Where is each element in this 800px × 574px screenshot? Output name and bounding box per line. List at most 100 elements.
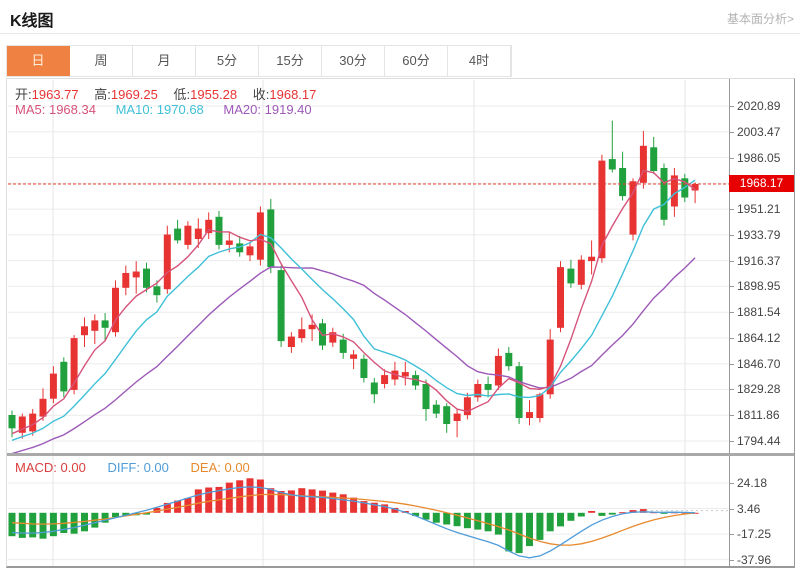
macd-bar (526, 512, 533, 547)
diff-line (11, 486, 696, 559)
tab-5分[interactable]: 5分 (196, 46, 259, 76)
tab-4时[interactable]: 4时 (448, 46, 511, 76)
candle (18, 416, 26, 433)
candle (381, 375, 389, 384)
candle (184, 225, 192, 245)
price-tick-label: 2003.47 (730, 125, 794, 139)
candle (608, 159, 616, 170)
macd-tick-label: 3.46 (730, 502, 794, 516)
tab-日[interactable]: 日 (7, 46, 70, 76)
macd-bar (70, 512, 78, 534)
panel-divider (7, 453, 794, 456)
macd-bar (494, 512, 502, 535)
candle (132, 271, 140, 278)
tab-30分[interactable]: 30分 (322, 46, 385, 76)
current-price-badge: 1968.17 (729, 175, 794, 192)
ma-info-row: MA5: 1968.34 MA10: 1970.68 MA20: 1919.40 (15, 102, 328, 117)
candle (474, 384, 482, 398)
candle (339, 339, 347, 353)
candle (453, 413, 461, 421)
macd-histogram (8, 478, 699, 554)
tab-60分[interactable]: 60分 (385, 46, 448, 76)
candle (101, 320, 109, 328)
candle (329, 332, 337, 343)
macd-info-row: MACD: 0.00 DIFF: 0.00 DEA: 0.00 (15, 460, 268, 475)
candle (619, 168, 627, 197)
macd-bar (660, 512, 668, 514)
candle (577, 259, 585, 285)
main-candlestick-chart[interactable] (8, 80, 729, 453)
fundamental-analysis-link[interactable]: 基本面分析> (726, 12, 794, 26)
candle (526, 412, 533, 418)
candle (81, 326, 88, 336)
macd-bar (194, 489, 202, 513)
macd-bar (619, 512, 627, 514)
price-tick-label: 1794.44 (730, 434, 794, 448)
candle (246, 246, 254, 256)
candle (443, 406, 451, 424)
macd-chart[interactable] (8, 456, 729, 566)
period-tabs: 日周月 5分 15分 30分 60分 4时 (6, 45, 512, 77)
macd-bar (18, 512, 26, 538)
ma5-label: MA5: (15, 102, 46, 117)
candle (205, 219, 213, 234)
tab-周[interactable]: 周 (70, 46, 133, 76)
candle (112, 287, 119, 333)
candle (308, 324, 316, 330)
macd-bar (536, 512, 544, 540)
candle (91, 320, 99, 331)
candle-wick (135, 261, 137, 294)
tab-月[interactable]: 月 (133, 46, 196, 76)
candle (360, 358, 368, 378)
high-label: 高: (94, 87, 111, 102)
macd-bar (101, 512, 109, 523)
macd-bar (277, 491, 285, 513)
macd-bar (639, 509, 647, 513)
candle (122, 273, 130, 288)
candle (194, 228, 202, 239)
macd-bar (163, 502, 171, 513)
ma10-line (11, 179, 696, 441)
candle (236, 243, 244, 253)
macd-bar (608, 512, 616, 515)
price-tick-label: 1898.95 (730, 279, 794, 293)
price-tick-label: 1881.54 (730, 305, 794, 319)
candle (350, 354, 358, 359)
price-tick-label: 1916.37 (730, 254, 794, 268)
macd-gridlines (8, 456, 729, 566)
candle (660, 168, 668, 220)
ma20-line (11, 257, 696, 453)
page-title: K线图 (10, 13, 54, 30)
candle (515, 366, 523, 418)
ma5-line (11, 169, 696, 435)
price-tick-label: 1951.21 (730, 202, 794, 216)
ma20-value: 1919.40 (264, 102, 312, 117)
high-value: 1969.25 (110, 87, 158, 102)
candle-wick (353, 349, 355, 370)
macd-bar (598, 512, 606, 516)
macd-bar (319, 490, 326, 513)
macd-bar (350, 497, 358, 513)
candle (484, 384, 492, 390)
macd-bar (360, 501, 368, 513)
ma10-value: 1970.68 (156, 102, 204, 117)
candle (463, 397, 471, 416)
tab-15分[interactable]: 15分 (259, 46, 322, 76)
candle (287, 336, 295, 347)
macd-label: MACD: (15, 460, 57, 475)
candle-wick (611, 120, 613, 173)
candle (277, 270, 285, 342)
candle (39, 398, 47, 417)
macd-bar (308, 489, 316, 513)
candle (215, 216, 223, 245)
price-tick-label: 1864.12 (730, 331, 794, 345)
macd-bar (329, 492, 337, 513)
candle (174, 228, 182, 241)
candle (49, 373, 57, 399)
candle (422, 384, 430, 410)
macd-bar (629, 510, 637, 513)
close-value: 1968.17 (269, 87, 317, 102)
macd-bar (391, 507, 399, 513)
dea-value: 0.00 (224, 460, 250, 475)
macd-bar (577, 512, 585, 517)
